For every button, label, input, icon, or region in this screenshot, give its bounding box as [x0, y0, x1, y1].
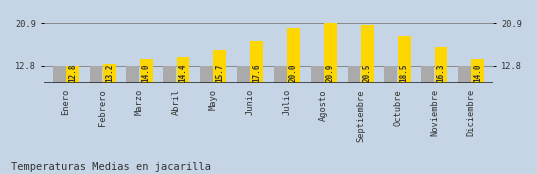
Text: 20.0: 20.0 — [289, 64, 298, 82]
Text: 14.0: 14.0 — [142, 64, 150, 82]
Text: Temperaturas Medias en jacarilla: Temperaturas Medias en jacarilla — [11, 162, 211, 172]
Bar — [140, 59, 153, 83]
Text: 20.5: 20.5 — [363, 64, 372, 82]
Bar — [237, 66, 250, 83]
Bar — [66, 66, 79, 83]
Bar — [287, 28, 300, 83]
Text: 12.8: 12.8 — [68, 64, 77, 82]
Bar — [458, 66, 471, 83]
Text: 18.5: 18.5 — [400, 64, 409, 82]
Text: 16.3: 16.3 — [437, 64, 446, 82]
Bar — [361, 25, 374, 83]
Bar — [324, 23, 337, 83]
Bar — [103, 64, 115, 83]
Bar — [213, 50, 226, 83]
Bar — [471, 59, 484, 83]
Bar — [384, 66, 397, 83]
Text: 14.4: 14.4 — [178, 64, 187, 82]
Bar — [274, 66, 287, 83]
Text: 13.2: 13.2 — [105, 64, 114, 82]
Bar — [53, 66, 66, 83]
Text: 17.6: 17.6 — [252, 64, 261, 82]
Bar — [90, 66, 103, 83]
Bar — [311, 66, 324, 83]
Text: 14.0: 14.0 — [474, 64, 482, 82]
Bar — [398, 36, 411, 83]
Bar — [250, 41, 263, 83]
Text: 20.9: 20.9 — [326, 64, 335, 82]
Text: 15.7: 15.7 — [215, 64, 224, 82]
Bar — [347, 66, 360, 83]
Bar — [434, 47, 447, 83]
Bar — [177, 57, 190, 83]
Bar — [163, 66, 176, 83]
Bar — [422, 66, 434, 83]
Bar — [126, 66, 139, 83]
Bar — [200, 66, 213, 83]
